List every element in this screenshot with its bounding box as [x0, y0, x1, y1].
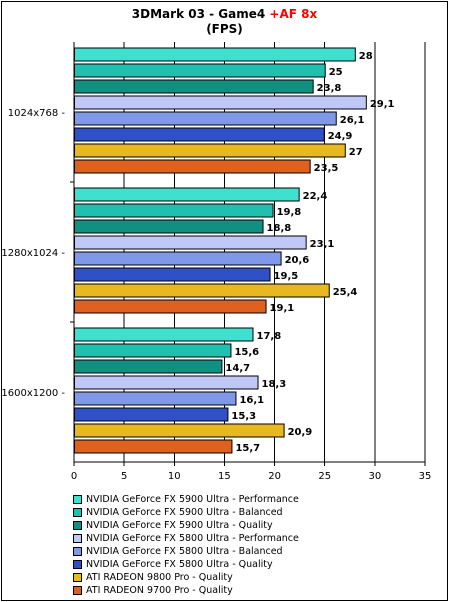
legend-item: ATI RADEON 9800 Pro - Quality [73, 571, 299, 584]
data-label: 18,8 [267, 223, 292, 234]
legend-item: NVIDIA GeForce FX 5800 Ultra - Performan… [73, 532, 299, 545]
bar [74, 359, 223, 374]
chart-title-accent: +AF 8x [269, 7, 318, 21]
legend-label: NVIDIA GeForce FX 5800 Ultra - Quality [86, 559, 273, 570]
x-tick-label: 10 [168, 471, 181, 482]
legend-swatch [73, 547, 82, 556]
data-label: 19,5 [274, 271, 299, 282]
legend-label: ATI RADEON 9700 Pro - Quality [86, 585, 233, 596]
data-label: 15,3 [231, 411, 256, 422]
x-tick-label: 15 [218, 471, 231, 482]
legend-label: NVIDIA GeForce FX 5900 Ultra - Quality [86, 520, 273, 531]
data-label: 27 [349, 147, 363, 158]
bar [74, 267, 271, 282]
bar [74, 235, 307, 250]
data-label: 25 [329, 67, 343, 78]
legend-swatch [73, 534, 82, 543]
data-label: 23,8 [317, 83, 342, 94]
x-tick-label: 20 [268, 471, 281, 482]
bar [74, 251, 282, 266]
data-label: 15,6 [234, 347, 259, 358]
x-tick-label: 0 [71, 471, 77, 482]
category-label: 1024x768 - [8, 108, 66, 119]
legend-label: ATI RADEON 9800 Pro - Quality [86, 572, 233, 583]
legend-item: NVIDIA GeForce FX 5900 Ultra - Quality [73, 519, 299, 532]
legend-swatch [73, 521, 82, 530]
legend: NVIDIA GeForce FX 5900 Ultra - Performan… [73, 493, 299, 597]
bar [74, 63, 326, 78]
chart-title: 3DMark 03 - Game4 +AF 8x [0, 7, 449, 21]
bar [74, 203, 274, 218]
bar [74, 79, 314, 94]
bar [74, 95, 367, 110]
legend-label: NVIDIA GeForce FX 5800 Ultra - Performan… [86, 533, 299, 544]
bar [74, 127, 325, 142]
bar [74, 343, 232, 358]
data-label: 23,1 [310, 239, 335, 250]
legend-item: NVIDIA GeForce FX 5900 Ultra - Balanced [73, 506, 299, 519]
legend-item: ATI RADEON 9700 Pro - Quality [73, 584, 299, 597]
bar [74, 407, 229, 422]
legend-label: NVIDIA GeForce FX 5900 Ultra - Balanced [86, 507, 283, 518]
legend-item: NVIDIA GeForce FX 5800 Ultra - Balanced [73, 545, 299, 558]
bar [74, 143, 346, 158]
data-label: 20,9 [288, 427, 313, 438]
bar [74, 219, 264, 234]
data-label: 20,6 [285, 255, 310, 266]
bar [74, 47, 356, 62]
chart-subtitle: (FPS) [206, 22, 243, 36]
data-label: 26,1 [340, 115, 365, 126]
legend-label: NVIDIA GeForce FX 5800 Ultra - Balanced [86, 546, 283, 557]
bar [74, 159, 311, 174]
data-label: 18,3 [262, 379, 287, 390]
data-label: 22,4 [303, 191, 328, 202]
x-tick-label: 25 [318, 471, 331, 482]
bar [74, 423, 285, 438]
bar [74, 391, 237, 406]
data-label: 29,1 [370, 99, 395, 110]
data-label: 25,4 [333, 287, 358, 298]
bar [74, 439, 233, 454]
category-label: 1600x1200 - [1, 388, 65, 399]
x-tick-label: 5 [121, 471, 127, 482]
legend-swatch [73, 573, 82, 582]
bar [74, 283, 330, 298]
bar [74, 299, 267, 314]
data-label: 14,7 [225, 363, 250, 374]
legend-label: NVIDIA GeForce FX 5900 Ultra - Performan… [86, 494, 299, 505]
legend-swatch [73, 586, 82, 595]
data-label: 15,7 [235, 443, 260, 454]
data-label: 23,5 [314, 163, 339, 174]
legend-item: NVIDIA GeForce FX 5800 Ultra - Quality [73, 558, 299, 571]
data-label: 24,9 [328, 131, 353, 142]
data-label: 17,8 [257, 331, 282, 342]
legend-swatch [73, 508, 82, 517]
bar [74, 327, 254, 342]
x-tick-label: 35 [419, 471, 432, 482]
legend-item: NVIDIA GeForce FX 5900 Ultra - Performan… [73, 493, 299, 506]
x-tick-label: 30 [368, 471, 381, 482]
data-label: 19,1 [270, 303, 295, 314]
bar [74, 375, 259, 390]
legend-swatch [73, 560, 82, 569]
legend-swatch [73, 495, 82, 504]
data-label: 19,8 [277, 207, 302, 218]
bar [74, 111, 337, 126]
chart-title-main: 3DMark 03 - Game4 [131, 7, 266, 21]
data-label: 28 [359, 51, 373, 62]
bar [74, 187, 300, 202]
data-label: 16,1 [239, 395, 264, 406]
category-label: 1280x1024 - [1, 248, 65, 259]
